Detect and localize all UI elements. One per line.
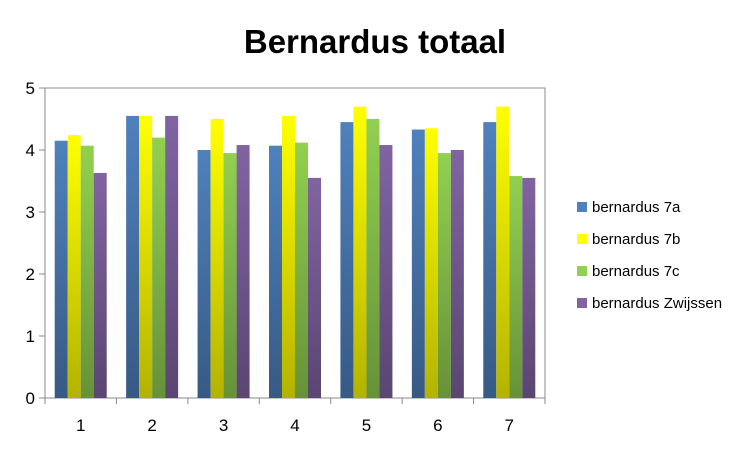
legend-label: bernardus Zwijssen [592, 295, 722, 312]
bar-bernardus-7a-5 [340, 122, 354, 398]
bar-bernardus-7c-6 [437, 153, 451, 398]
chart-title: Bernardus totaal [244, 23, 506, 60]
x-tick-label: 5 [362, 416, 371, 435]
y-tick-label: 1 [26, 327, 35, 346]
y-axis-ticks: 0 1 2 3 4 5 [26, 79, 45, 408]
legend: bernardus 7a bernardus 7b bernardus 7c bern… [577, 199, 722, 312]
bar-bernardus-7b-1 [67, 135, 81, 398]
x-tick-label: 7 [505, 416, 514, 435]
bar-bernardus-7c-1 [80, 145, 94, 398]
bar-bernardus-7a-1 [54, 140, 68, 398]
bar-bernardus-zwijssen-7 [522, 177, 536, 398]
bar-bernardus-7b-2 [139, 115, 153, 399]
bar-bernardus-zwijssen-6 [450, 150, 464, 398]
legend-label: bernardus 7c [592, 263, 680, 280]
bar-bernardus-zwijssen-2 [165, 115, 179, 399]
legend-label: bernardus 7a [592, 199, 681, 216]
bar-bernardus-zwijssen-3 [236, 145, 250, 398]
bar-bernardus-7a-7 [483, 122, 497, 398]
bar-bernardus-7c-7 [509, 176, 523, 398]
x-tick-label: 3 [219, 416, 228, 435]
y-tick-label: 0 [26, 389, 35, 408]
legend-label: bernardus 7b [592, 231, 680, 248]
bar-bernardus-7a-4 [269, 145, 282, 398]
bar-bernardus-7c-5 [366, 119, 380, 398]
bar-bernardus-7a-6 [411, 129, 425, 399]
x-tick-label: 1 [76, 416, 85, 435]
bar-bernardus-7b-5 [353, 106, 367, 398]
y-tick-label: 2 [26, 265, 35, 284]
legend-swatch [577, 298, 587, 308]
y-tick-label: 3 [26, 203, 35, 222]
legend-swatch [577, 202, 587, 212]
y-tick-label: 4 [26, 141, 35, 160]
x-tick-label: 6 [433, 416, 442, 435]
bar-bernardus-7c-4 [295, 142, 308, 398]
legend-swatch [577, 266, 587, 276]
x-tick-label: 2 [147, 416, 156, 435]
bar-bernardus-7b-4 [282, 115, 295, 399]
x-axis-ticks: 1 2 3 4 5 6 7 [44, 398, 546, 435]
bar-bernardus-zwijssen-4 [308, 177, 321, 398]
x-tick-label: 4 [290, 416, 299, 435]
bar-bernardus-7b-6 [424, 128, 438, 399]
legend-swatch [577, 234, 587, 244]
bar-bernardus-7b-7 [496, 106, 510, 398]
bar-bernardus-7c-3 [223, 153, 237, 398]
bar-bernardus-7b-3 [210, 119, 224, 398]
bar-bernardus-7c-2 [152, 137, 166, 398]
y-tick-label: 5 [26, 79, 35, 98]
bar-bernardus-7a-2 [126, 115, 140, 399]
bars [54, 106, 536, 399]
bar-bernardus-zwijssen-1 [93, 172, 107, 398]
bar-bernardus-7a-3 [197, 150, 211, 398]
bar-bernardus-zwijssen-5 [379, 145, 393, 398]
